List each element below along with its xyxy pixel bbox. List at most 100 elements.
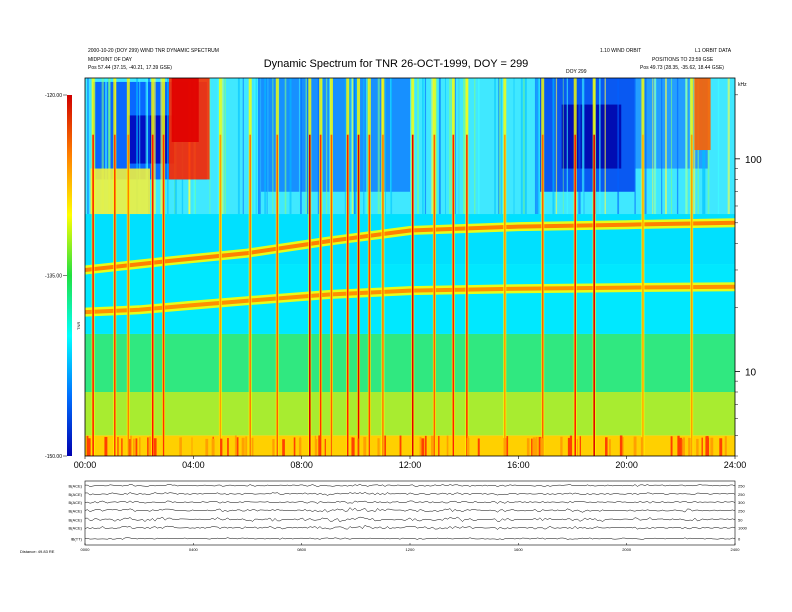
texture-streak [237,78,240,215]
low-freq-speck [503,437,507,456]
burst [574,134,577,456]
texture-streak [494,78,496,215]
low-freq-speck [149,436,151,456]
texture-streak [670,78,673,215]
texture-streak [462,78,466,215]
line-panel-left-label: B(ACE) [68,526,82,531]
burst [357,134,360,456]
texture-streak [267,78,269,215]
burst [249,134,252,456]
line-panel-right-label: 250 [738,483,745,488]
low-freq-speck [363,436,367,456]
line-panel: B(ACE) 250 B(ACE) 250 B(ACE) 300 B(ACE) 250 B(AC… [20,480,748,554]
x-tick-label: 24:00 [724,460,747,470]
line-panel-series [84,491,736,496]
texture-streak [717,78,720,215]
burst [319,134,322,456]
texture-streak [284,78,287,215]
low-freq-speck [121,438,123,456]
spectrogram-area [85,78,735,456]
x-tick-label: 04:00 [182,460,205,470]
texture-streak [160,78,163,215]
texture-streak [424,78,427,215]
x-tick-label: 20:00 [615,460,638,470]
texture-streak [351,78,354,215]
header-right-line3: Pos 49.73 (28.35, -35.62, 18.44 GSE) [640,65,724,71]
low-freq-speck [446,435,449,456]
texture-streak [146,78,149,215]
low-freq-speck [506,436,509,456]
burst [113,134,116,456]
texture-streak [423,78,426,215]
low-freq-speck [701,437,703,456]
low-freq-speck [87,438,91,456]
line-panel-right-label: 1000 [738,526,748,531]
low-freq-speck [677,435,680,456]
burst [151,134,154,456]
texture-streak [537,78,540,215]
low-freq-speck [234,435,237,456]
time-axis: 00:00 04:00 08:00 12:00 16:00 20:00 24:00 [74,456,747,470]
burst [466,134,468,456]
texture-streak [498,78,501,215]
texture-streak [104,78,108,215]
texture-streak [356,78,358,215]
low-freq-speck [724,436,727,456]
texture-streak [435,78,438,215]
texture-streak [599,78,601,215]
texture-streak [136,78,139,215]
texture-streak [87,78,89,215]
low-freq-speck [532,437,536,456]
texture-streak [422,78,424,215]
texture-streak [321,78,323,215]
low-freq-speck [324,438,326,456]
line-panel-tick-label: 0800 [297,547,307,552]
low-freq-speck [641,437,643,456]
low-freq-speck [241,437,245,456]
header-right-line2: POSITIONS TO 23:59 GSE [652,57,714,63]
line-panel-right-label: 50 [738,517,743,522]
texture-streak [562,78,564,215]
low-freq-speck [314,435,317,456]
colorbar-tick-label: -135.00 [45,274,62,280]
low-freq-speck [272,439,275,456]
low-freq-speck [135,438,138,456]
low-freq-speck [619,435,623,456]
texture-streak [449,78,452,215]
texture-streak [534,78,537,215]
low-freq-speck [535,438,537,456]
low-freq-speck [117,437,119,456]
line-panel-tick-label: 1200 [406,547,416,552]
burst [92,134,94,456]
low-freq-speck [706,435,709,456]
frequency-unit-label: kHz [738,82,747,88]
low-freq-speck [318,435,321,456]
line-panel-tick-label: 2000 [622,547,632,552]
low-freq-speck [245,436,247,456]
texture-streak [153,78,156,215]
band [85,333,735,393]
band [85,435,735,456]
blue-region [261,78,410,192]
texture-streak [474,78,476,215]
texture-streak [578,78,581,215]
low-freq-speck [104,436,108,456]
texture-streak [350,78,353,215]
low-freq-speck [579,436,581,456]
header-right-top-b: L1 ORBIT DATA [695,48,732,54]
texture-streak [652,78,654,215]
low-freq-speck [540,438,543,456]
line-panel-right-label: 300 [738,500,745,505]
low-freq-speck [719,438,723,456]
texture-streak [555,78,558,215]
texture-streak [693,78,696,215]
texture-streak [209,78,211,215]
warm-region [171,78,199,142]
texture-streak [477,78,480,215]
texture-streak [272,78,274,215]
low-freq-speck [236,437,239,456]
texture-streak [353,78,356,215]
header-left-line3: Pos 57.44 (37.15, -40.21, 17.39 GSE) [88,65,172,71]
line-panel-tick-label: 0000 [81,547,91,552]
